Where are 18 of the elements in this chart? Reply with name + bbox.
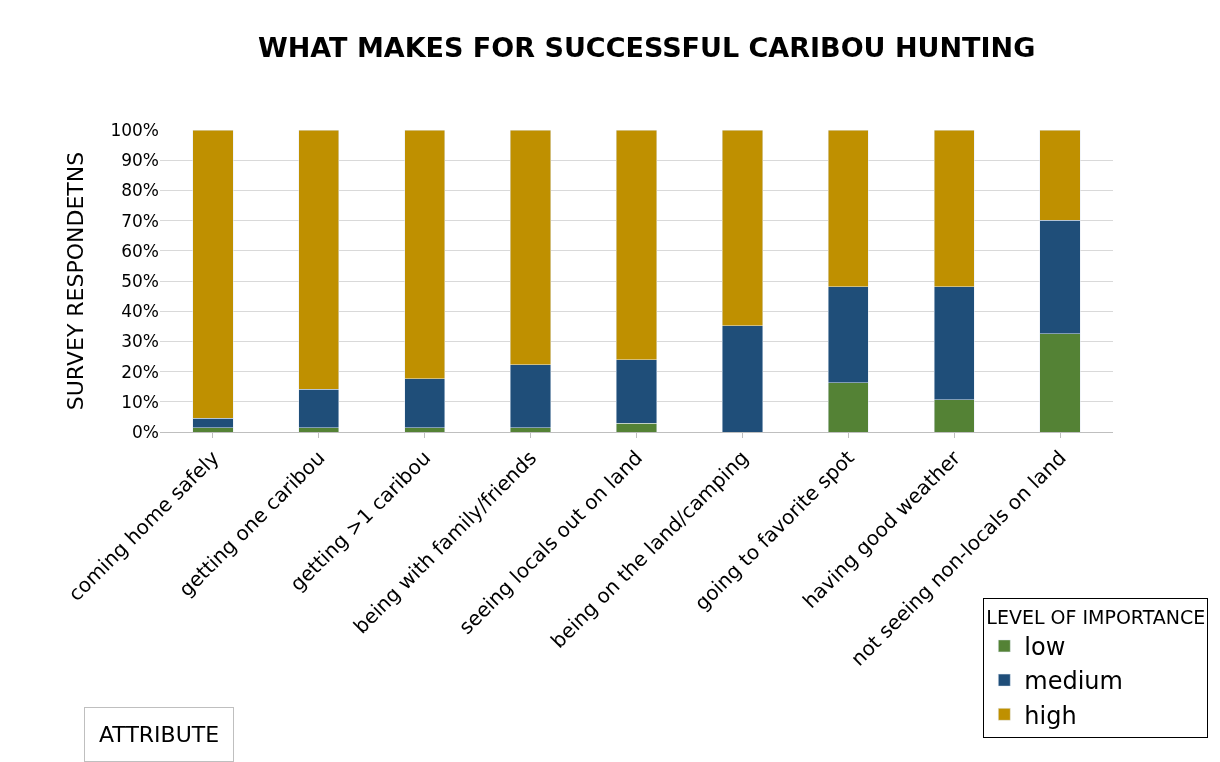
legend-label: low xyxy=(1024,633,1066,662)
y-tick-label: 50% xyxy=(121,270,159,291)
chart-title: WHAT MAKES FOR SUCCESSFUL CARIBOU HUNTING xyxy=(257,32,1036,63)
y-tick-label: 40% xyxy=(121,301,159,322)
y-tick-label: 0% xyxy=(132,421,159,442)
y-tick-label: 60% xyxy=(121,240,159,261)
legend-title: LEVEL OF IMPORTANCE xyxy=(986,605,1206,628)
legend-label: medium xyxy=(1024,667,1123,696)
y-tick-label: 20% xyxy=(121,361,159,382)
y-tick-label: 10% xyxy=(121,391,159,412)
y-axis-title: SURVEY RESPONDETNS xyxy=(63,151,89,411)
y-tick-label: 90% xyxy=(121,150,159,171)
x-axis-title: ATTRIBUTE xyxy=(99,722,220,747)
y-tick-label: 100% xyxy=(110,119,159,140)
y-tick-label: 70% xyxy=(121,210,159,231)
legend-label: high xyxy=(1024,701,1077,730)
y-tick-label: 30% xyxy=(121,331,159,352)
y-tick-label: 80% xyxy=(121,180,159,201)
